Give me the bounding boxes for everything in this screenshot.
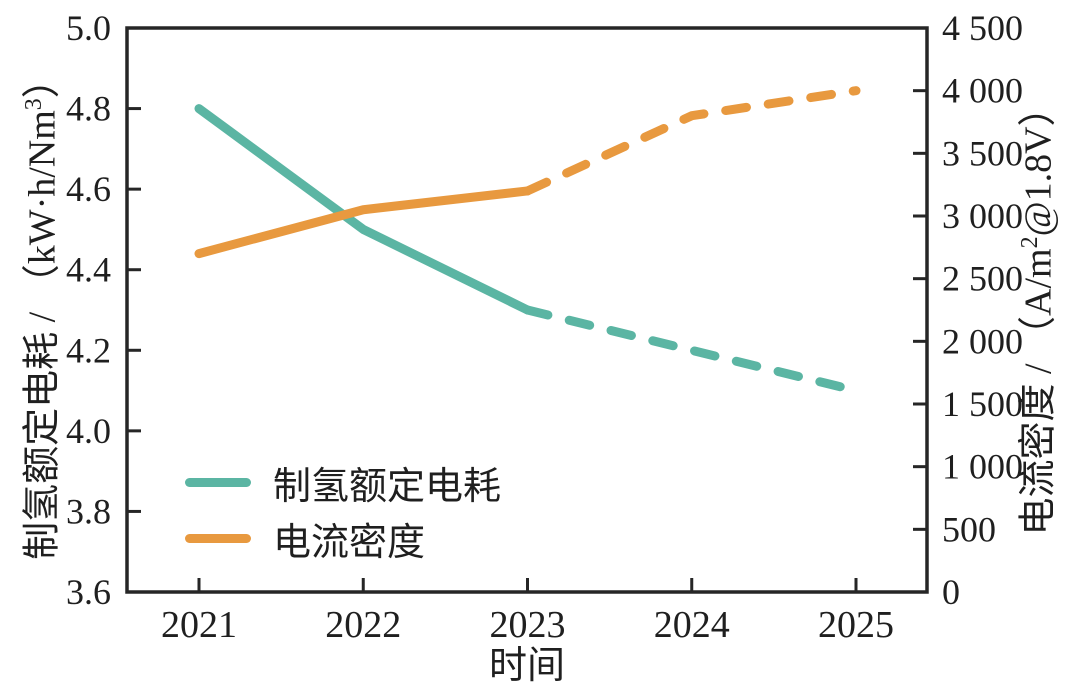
left-axis-title: 制氢额定电耗 / （kW·h/Nm3） (10, 10, 64, 610)
right-axis-tick-label: 1 000 (942, 447, 1023, 487)
right-axis-tick-label: 3 000 (942, 196, 1023, 236)
x-axis-tick-label: 2024 (654, 604, 730, 646)
x-axis-title: 时间 (488, 645, 565, 687)
left-axis-title-text: 制氢额定电耗 / （kW·h/Nm (21, 110, 64, 560)
right-axis-tick-label: 500 (942, 509, 996, 549)
legend-line-swatch-orange (185, 534, 251, 543)
right-axis-title-superscript: 2 (1017, 236, 1043, 249)
right-axis-tick-label: 4 500 (942, 8, 1023, 48)
left-axis-tick-label: 3.8 (66, 491, 111, 531)
left-axis-tick-label: 4.2 (66, 330, 111, 370)
right-axis-tick-label: 1 500 (942, 384, 1023, 424)
left-axis-tick-label: 4.6 (66, 169, 111, 209)
left-axis-tick-label: 5.0 (66, 8, 111, 48)
right-axis-tick-label: 4 000 (942, 71, 1023, 111)
left-axis-tick-label: 3.6 (66, 572, 111, 612)
x-axis-tick-label: 2022 (325, 604, 401, 646)
legend-item-current-density: 电流密度 (185, 514, 501, 564)
series-1-solid-line (194, 186, 532, 259)
series-0-dashed-line (523, 305, 861, 396)
left-axis-title-close: ） (21, 60, 64, 99)
series-1-dashed-line (523, 86, 861, 196)
right-axis-title-close: @1.8V） (1017, 88, 1060, 237)
right-axis-tick-label: 0 (942, 572, 960, 612)
legend-label-power-consumption: 制氢额定电耗 (273, 466, 502, 508)
x-axis-tick-label: 2023 (490, 604, 566, 646)
legend: 制氢额定电耗 电流密度 (185, 458, 501, 570)
left-axis-tick-label: 4.4 (66, 250, 111, 290)
x-axis-tick-label: 2025 (818, 604, 894, 646)
right-axis-title-text: 电流密度 / （A/m (1017, 248, 1060, 536)
right-axis-tick-label: 3 500 (942, 133, 1023, 173)
legend-item-power-consumption: 制氢额定电耗 (185, 458, 502, 508)
right-axis-tick-label: 2 500 (942, 259, 1023, 299)
series-0-solid-line (194, 104, 532, 315)
left-axis-tick-label: 4.8 (66, 89, 111, 129)
left-axis-tick-label: 4.0 (66, 411, 111, 451)
right-axis-tick-label: 2 000 (942, 321, 1023, 361)
legend-label-current-density: 电流密度 (273, 522, 426, 564)
legend-line-swatch-teal (185, 478, 251, 487)
right-axis-title: 电流密度 / （A/m2@1.8V） (1006, 12, 1060, 612)
x-axis-tick-label: 2021 (161, 604, 237, 646)
left-axis-title-superscript: 3 (21, 98, 47, 111)
